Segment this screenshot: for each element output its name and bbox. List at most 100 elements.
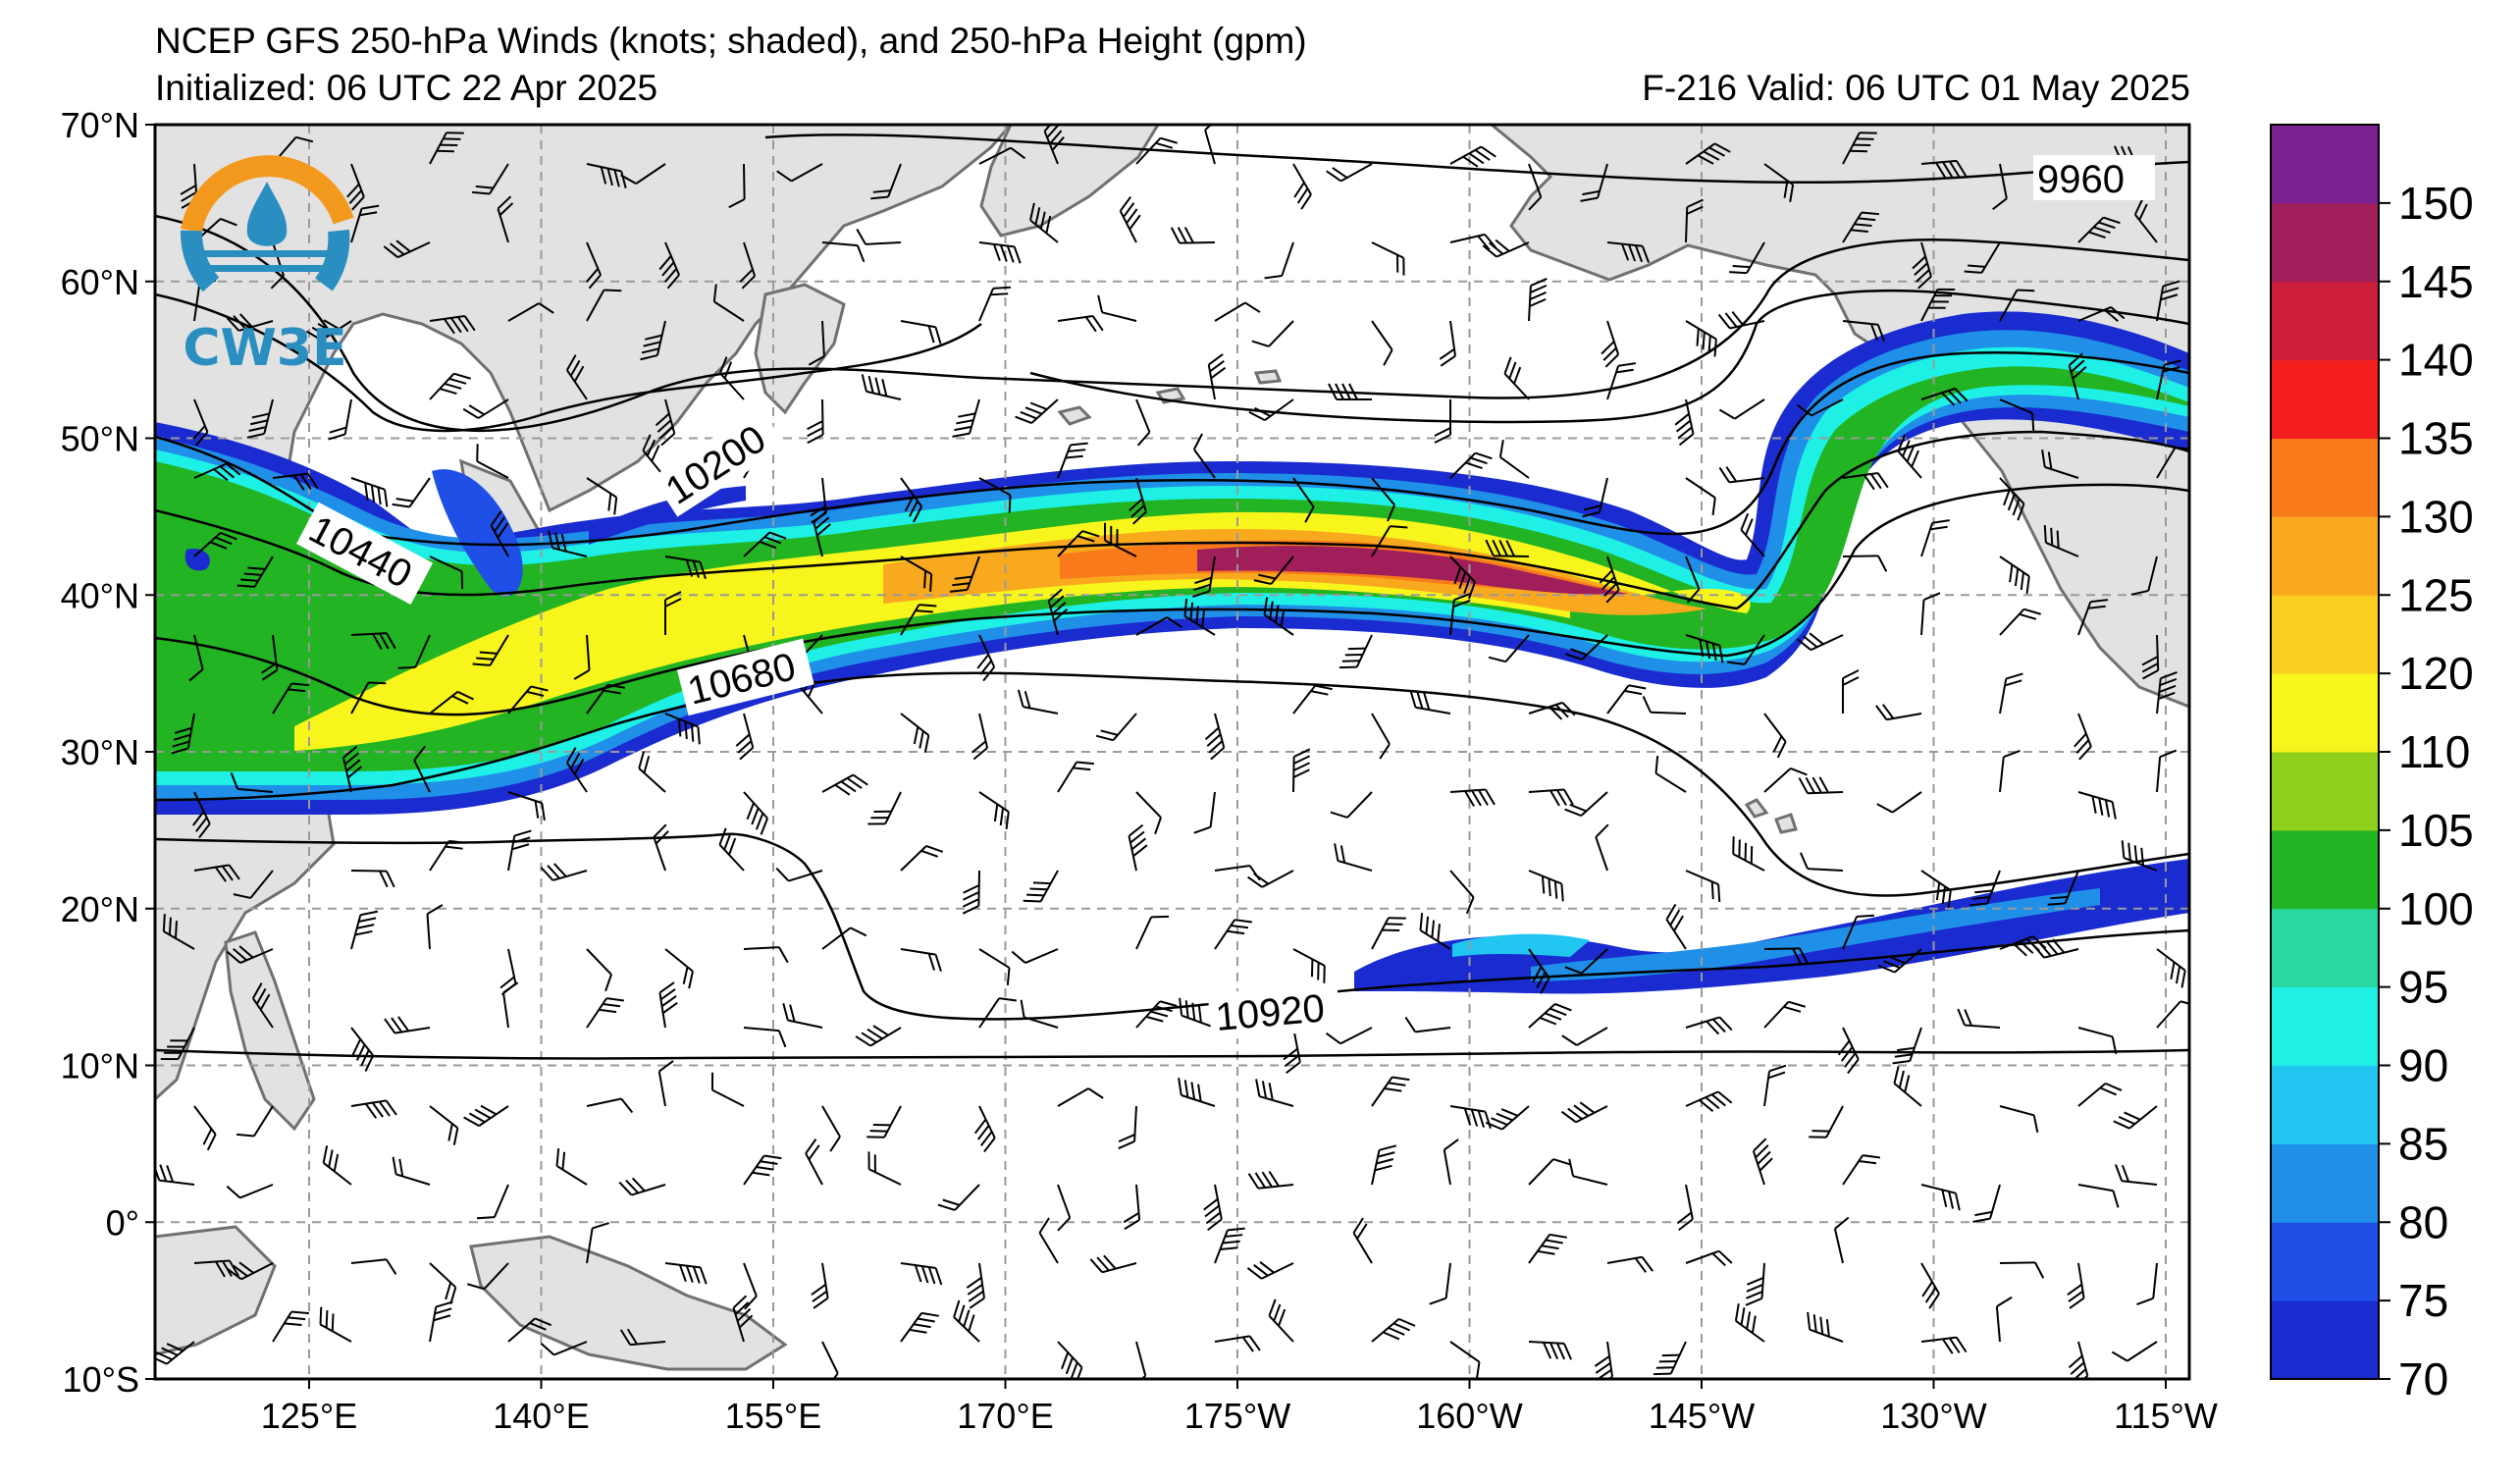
wind-barb <box>1449 556 1476 600</box>
wind-barb <box>1214 1335 1261 1352</box>
wind-barb <box>1875 704 1922 721</box>
wind-barb <box>272 1310 309 1343</box>
wind-barb <box>1798 776 1844 795</box>
wind-barb <box>305 319 352 342</box>
colorbar-bin <box>2271 829 2379 910</box>
wind-barb <box>226 313 274 332</box>
wind-barb <box>1135 616 1182 636</box>
wind-barb <box>971 713 989 761</box>
wind-barb <box>1419 913 1451 950</box>
wind-barb <box>1999 608 2041 636</box>
wind-barb <box>1892 1027 1922 1065</box>
wind-barb <box>1528 1341 1573 1360</box>
lat-label: 60°N <box>61 262 139 302</box>
wind-barb <box>1439 320 1457 367</box>
wind-barb <box>565 747 588 793</box>
wind-barb <box>978 997 1017 1029</box>
wind-barb <box>1957 1008 2001 1029</box>
wind-barb <box>1528 701 1576 720</box>
wind-barb <box>1352 1217 1373 1264</box>
wind-barb <box>775 867 823 882</box>
wind-barb <box>392 1156 431 1186</box>
wind-barb <box>937 1184 980 1211</box>
wind-barb <box>1717 310 1765 330</box>
wind-barb <box>1842 1154 1880 1186</box>
wind-barb <box>1528 163 1543 211</box>
wind-barb <box>1371 241 1405 276</box>
wind-barb <box>429 556 464 590</box>
wind-barb <box>638 751 666 793</box>
colorbar-bin <box>2271 908 2379 988</box>
wind-barb <box>193 462 241 482</box>
wind-barb <box>1606 241 1651 263</box>
wind-barb <box>1685 477 1716 515</box>
wind-barb <box>1685 1090 1733 1113</box>
wind-barb <box>1263 597 1294 636</box>
colorbar-label: 100 <box>2398 883 2474 934</box>
wind-barb <box>1123 1184 1141 1231</box>
wind-barb <box>1528 1233 1567 1264</box>
wind-barb <box>171 713 195 755</box>
wind-barb <box>1809 1105 1844 1139</box>
wind-barb <box>1920 519 1950 557</box>
wind-barb <box>350 1258 397 1275</box>
wind-barb <box>1745 1262 1765 1306</box>
wind-barb <box>2077 306 2126 323</box>
wind-barb <box>1449 451 1493 479</box>
valid-time: F-216 Valid: 06 UTC 01 May 2025 <box>1642 68 2190 108</box>
wind-barb <box>866 1105 902 1139</box>
wind-barb <box>2031 938 2079 959</box>
wind-barb <box>540 863 588 881</box>
colorbar-label: 75 <box>2398 1275 2448 1326</box>
lat-label: 10°S <box>63 1359 139 1400</box>
wind-barb <box>1135 1000 1178 1029</box>
wind-barb <box>735 713 755 761</box>
wind-barb <box>978 241 1022 264</box>
wind-barb <box>1763 1000 1806 1029</box>
wind-barb <box>976 634 996 682</box>
wind-barb <box>1095 713 1137 742</box>
wind-barb <box>261 634 279 681</box>
wind-barb <box>2077 1027 2118 1055</box>
wind-barb <box>162 914 195 950</box>
wind-barb <box>1178 1078 1216 1107</box>
wind-speed-shading <box>155 311 2189 994</box>
colorbar-bin <box>2271 438 2379 517</box>
wind-barb <box>1912 241 1932 290</box>
wind-barb <box>1135 791 1162 835</box>
wind-barb <box>1580 163 1608 202</box>
wind-barb <box>1642 696 1687 715</box>
wind-barb <box>1192 433 1216 479</box>
wind-barb <box>1339 634 1373 669</box>
wind-barb <box>1429 1262 1451 1305</box>
wind-barb <box>1247 1170 1294 1190</box>
wind-barb <box>1561 1027 1608 1046</box>
wind-barb <box>1920 288 1956 322</box>
wind-barb <box>1992 163 2008 211</box>
wind-barb <box>1371 1076 1410 1107</box>
wind-barb <box>192 398 209 447</box>
wind-barb <box>2074 713 2092 761</box>
wind-barb <box>1842 669 1860 714</box>
wind-barb <box>1330 791 1373 819</box>
wind-barb <box>507 685 549 715</box>
wind-barb <box>743 1262 758 1310</box>
wind-barb <box>1718 466 1765 484</box>
wind-barb <box>1999 672 2023 715</box>
wind-barb <box>978 948 1011 985</box>
wind-barb <box>507 829 532 872</box>
wind-barb <box>973 1105 996 1153</box>
wind-barb <box>655 398 676 447</box>
wind-barb <box>586 289 622 322</box>
wind-barb <box>230 771 274 793</box>
wind-barb <box>1292 163 1312 210</box>
wind-barb <box>383 239 431 259</box>
wind-barb <box>1837 1027 1860 1075</box>
wind-barb <box>1796 632 1844 652</box>
colorbar-label: 105 <box>2398 805 2474 856</box>
wind-barb <box>2114 1164 2158 1186</box>
wind-barb <box>1135 398 1151 447</box>
wind-barb <box>664 1262 708 1285</box>
colorbar-label: 110 <box>2398 726 2470 777</box>
wind-barb <box>813 509 831 557</box>
